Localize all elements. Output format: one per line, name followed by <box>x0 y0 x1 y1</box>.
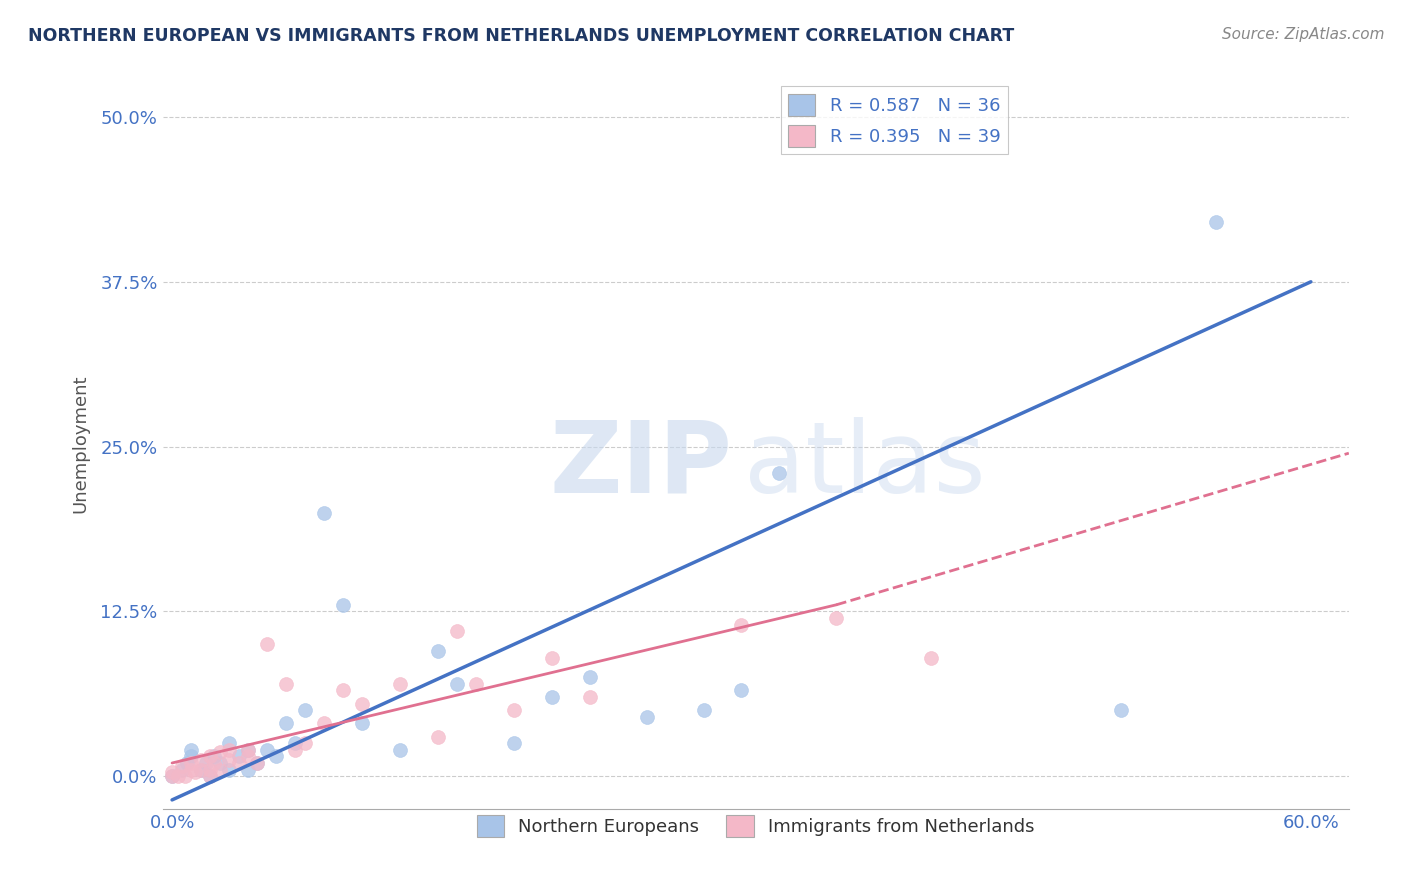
Y-axis label: Unemployment: Unemployment <box>72 374 89 513</box>
Point <box>228 756 250 770</box>
Point <box>195 756 218 770</box>
Point <box>208 746 231 760</box>
Point <box>160 769 183 783</box>
Point <box>190 763 212 777</box>
Point <box>208 763 231 777</box>
Point <box>218 736 240 750</box>
Point <box>202 749 225 764</box>
Point <box>236 763 259 777</box>
Point <box>294 736 316 750</box>
Point <box>202 756 225 770</box>
Point <box>176 756 198 770</box>
Point <box>174 769 197 783</box>
Point <box>208 756 231 770</box>
Text: atlas: atlas <box>744 417 986 514</box>
Text: NORTHERN EUROPEAN VS IMMIGRANTS FROM NETHERLANDS UNEMPLOYMENT CORRELATION CHART: NORTHERN EUROPEAN VS IMMIGRANTS FROM NET… <box>28 27 1014 45</box>
Point <box>920 650 942 665</box>
Point <box>170 758 193 772</box>
Point <box>578 690 600 704</box>
Text: Source: ZipAtlas.com: Source: ZipAtlas.com <box>1222 27 1385 42</box>
Legend: Northern Europeans, Immigrants from Netherlands: Northern Europeans, Immigrants from Neth… <box>470 807 1042 844</box>
Point <box>350 716 373 731</box>
Point <box>426 644 449 658</box>
Point <box>198 763 221 777</box>
Point <box>1205 215 1227 229</box>
Point <box>180 749 202 764</box>
Point <box>540 650 562 665</box>
Point <box>170 763 193 777</box>
Point <box>825 611 848 625</box>
Point <box>160 765 183 780</box>
Point <box>578 670 600 684</box>
Point <box>284 743 307 757</box>
Point <box>426 730 449 744</box>
Point <box>446 677 468 691</box>
Point <box>228 749 250 764</box>
Point <box>388 743 411 757</box>
Point <box>218 763 240 777</box>
Point <box>332 683 354 698</box>
Point <box>190 753 212 767</box>
Point <box>198 769 221 783</box>
Point <box>198 769 221 783</box>
Point <box>166 769 188 783</box>
Point <box>388 677 411 691</box>
Point <box>198 749 221 764</box>
Point <box>274 677 297 691</box>
Point <box>184 765 207 780</box>
Text: ZIP: ZIP <box>550 417 733 514</box>
Point <box>502 736 524 750</box>
Point <box>236 743 259 757</box>
Point <box>218 753 240 767</box>
Point <box>236 743 259 757</box>
Point <box>768 466 790 480</box>
Point <box>218 743 240 757</box>
Point <box>266 749 288 764</box>
Point <box>502 703 524 717</box>
Point <box>246 756 269 770</box>
Point <box>180 743 202 757</box>
Point <box>256 637 278 651</box>
Point <box>636 710 658 724</box>
Point <box>180 763 202 777</box>
Point <box>236 749 259 764</box>
Point <box>692 703 714 717</box>
Point <box>274 716 297 731</box>
Point <box>730 683 752 698</box>
Point <box>1109 703 1132 717</box>
Point <box>350 697 373 711</box>
Point <box>180 756 202 770</box>
Point <box>446 624 468 639</box>
Point <box>294 703 316 717</box>
Point <box>332 598 354 612</box>
Point <box>160 769 183 783</box>
Point <box>246 756 269 770</box>
Point <box>464 677 486 691</box>
Point <box>284 736 307 750</box>
Point <box>540 690 562 704</box>
Point <box>312 716 335 731</box>
Point <box>190 763 212 777</box>
Point <box>730 617 752 632</box>
Point <box>312 506 335 520</box>
Point <box>256 743 278 757</box>
